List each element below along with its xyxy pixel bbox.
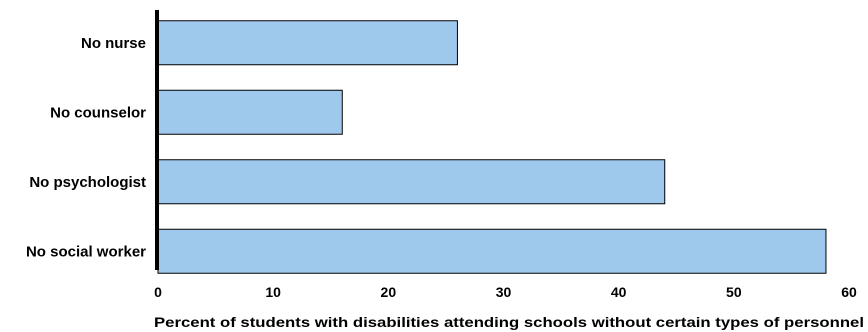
bar-no-counselor [157,89,343,135]
x-tick-label: 20 [381,284,397,300]
x-tick-label: 60 [841,284,857,300]
x-tick-label: 0 [154,284,162,300]
x-tick-label: 30 [496,284,512,300]
x-tick-labels: 0 10 20 30 40 50 60 [154,284,857,300]
bar-no-nurse [157,20,458,66]
x-tick-label: 50 [726,284,742,300]
category-labels: No nurse No counselor No psychologist No so… [26,35,146,261]
x-tick-label: 10 [265,284,281,300]
bar-no-psychologist [157,159,666,205]
x-tick-label: 40 [611,284,627,300]
category-label: No psychologist [29,174,146,191]
category-label: No social worker [26,243,146,260]
bar-no-social-worker [157,228,827,274]
bars-group [157,20,827,274]
category-label: No counselor [50,104,146,121]
x-axis-label: Percent of students with disabilities at… [154,314,864,330]
category-label: No nurse [81,35,146,52]
